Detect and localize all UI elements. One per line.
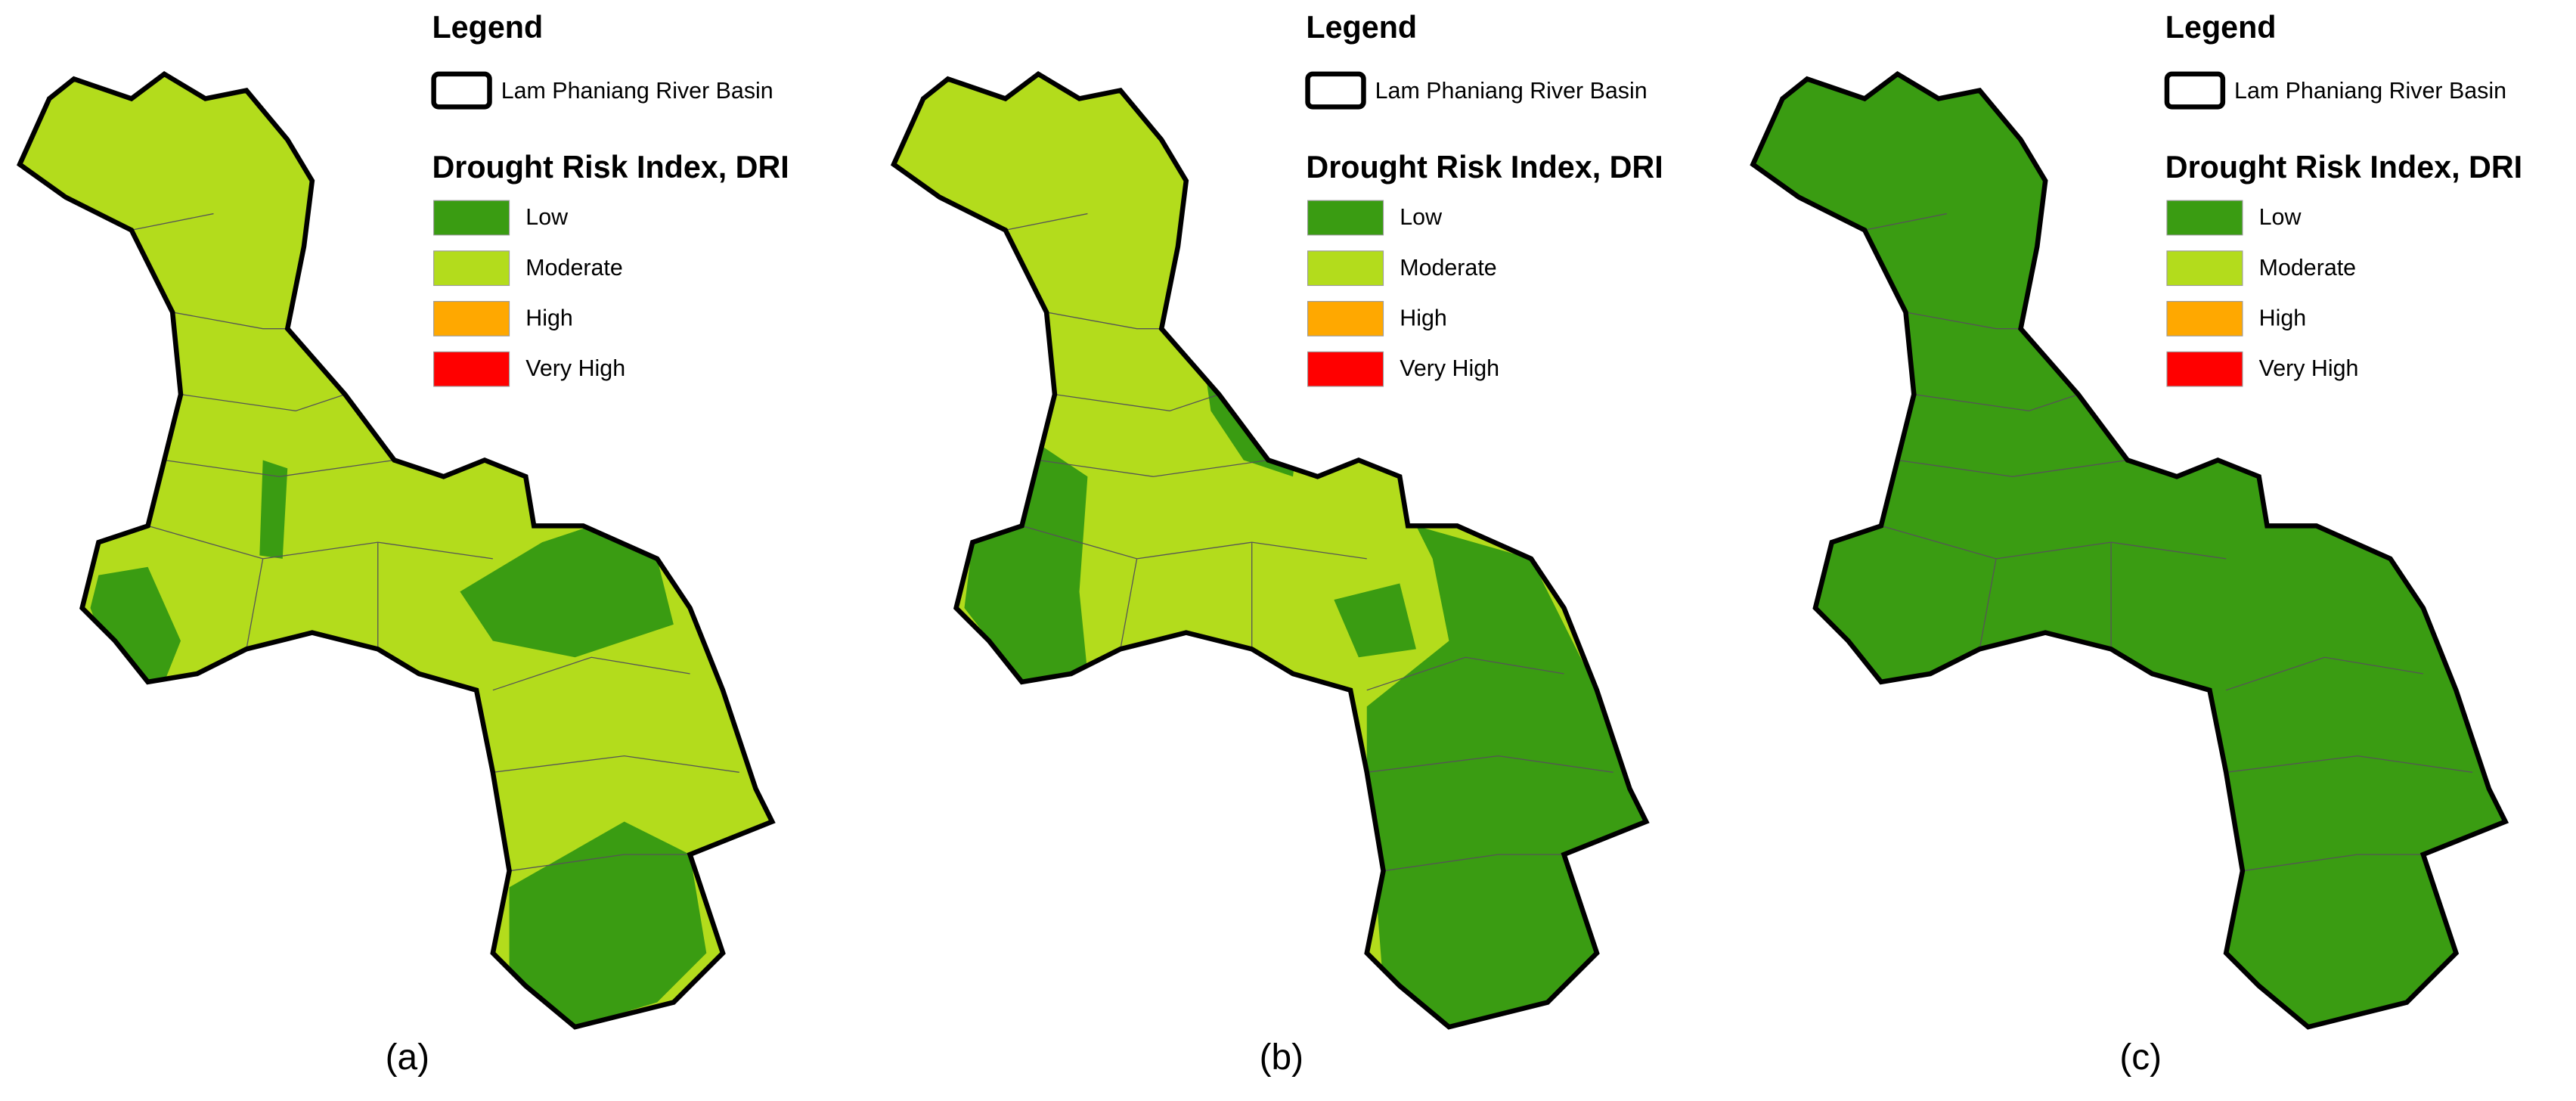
region [1366,526,1647,1028]
map [1753,73,2506,1028]
legend-label: Very High [525,355,625,381]
boundary-swatch [431,71,492,110]
legend-title: Legend [2165,10,2277,45]
district-borders [1865,212,2473,872]
boundary-label: Lam Phaniang River Basin [2234,78,2506,104]
boundary-swatch [1305,71,1366,110]
legend-label: Low [525,204,569,230]
legend-label: Low [2259,204,2302,230]
boundary-label: Lam Phaniang River Basin [501,78,773,104]
map [20,73,773,1028]
region [964,443,1088,682]
legend-swatch [1307,250,1384,287]
boundary-label: Lam Phaniang River Basin [1375,78,1648,104]
legend-label: High [525,305,573,331]
legend-title: Legend [432,10,543,45]
map-panel: Legend Lam Phaniang River Basin Drought Ri… [1753,10,2522,1078]
legend-swatch [433,351,510,387]
district-borders [131,212,739,872]
index-title: Drought Risk Index, DRI [432,150,789,185]
index-title: Drought Risk Index, DRI [1306,150,1663,185]
legend-label: Low [1400,204,1443,230]
legend-swatch [1307,351,1384,387]
region [460,526,674,658]
caption: (c) [2119,1037,2162,1078]
legend-swatch [2166,250,2243,287]
caption: (a) [386,1037,429,1078]
legend-swatch [2166,301,2243,337]
caption: (b) [1260,1037,1303,1078]
map [894,73,1647,1028]
legend-label: Moderate [1400,255,1496,281]
legend-swatch [1307,301,1384,337]
legend-swatch [2166,200,2243,236]
legend-label: Moderate [2259,255,2356,281]
legend-swatch [1307,200,1384,236]
legend-label: Very High [1400,355,1499,381]
legend-swatch [433,301,510,337]
region [259,460,288,559]
legend-label: High [2259,305,2307,331]
legend-label: High [1400,305,1447,331]
legend-label: Very High [2259,355,2359,381]
map-panel: Legend Lam Phaniang River Basin Drought Ri… [20,10,789,1078]
index-title: Drought Risk Index, DRI [2165,150,2522,185]
map-panel: Legend Lam Phaniang River Basin Drought Ri… [894,10,1663,1078]
legend-swatch [433,250,510,287]
boundary-swatch [2164,71,2226,110]
legend-label: Moderate [525,255,622,281]
legend-title: Legend [1306,10,1417,45]
region [1334,583,1416,658]
legend-swatch [433,200,510,236]
legend-swatch [2166,351,2243,387]
region [509,821,707,1028]
region [1753,73,2506,1028]
district-borders [1005,212,1613,872]
